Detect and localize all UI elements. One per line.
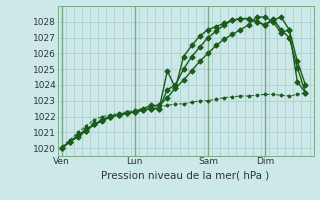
X-axis label: Pression niveau de la mer( hPa ): Pression niveau de la mer( hPa ): [101, 171, 270, 181]
